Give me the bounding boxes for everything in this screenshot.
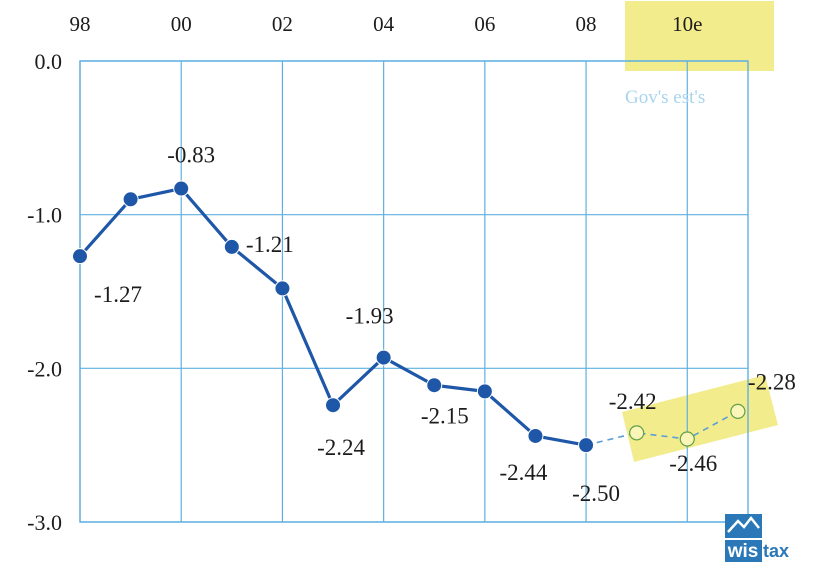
y-tick-label: 0.0	[35, 49, 63, 74]
x-tick-labels: 98 00 02 04 06 08 10e	[70, 12, 703, 36]
y-tick-labels: 0.0 -1.0 -2.0 -3.0	[27, 49, 62, 535]
data-label: -1.21	[246, 232, 294, 257]
logo-wis-text: wis	[727, 541, 759, 562]
wistax-logo: wis tax	[725, 514, 789, 562]
data-point-estimate	[629, 425, 645, 441]
x-tick-label: 98	[70, 12, 91, 36]
data-label: -1.27	[94, 282, 142, 307]
y-tick-label: -1.0	[27, 203, 62, 228]
data-label: -2.24	[317, 435, 365, 460]
x-tick-label: 10e	[672, 12, 702, 36]
data-point-estimate	[679, 431, 695, 447]
data-point	[426, 377, 443, 394]
data-point	[122, 191, 139, 208]
data-point	[527, 427, 544, 444]
data-point	[274, 280, 291, 297]
data-label: -2.42	[609, 389, 657, 414]
data-label: -2.44	[499, 460, 547, 485]
data-labels: -1.27 -0.83 -1.21 -2.24 -1.93 -2.15 -2.44 -2.50…	[94, 143, 796, 507]
data-label: -2.50	[572, 481, 620, 506]
x-tick-label: 00	[171, 12, 192, 36]
data-label: -2.15	[421, 403, 469, 428]
data-label: -2.46	[669, 451, 717, 476]
x-tick-label: 02	[272, 12, 293, 36]
estimate-header-highlight	[625, 1, 774, 71]
data-point	[476, 383, 493, 400]
logo-tax-text: tax	[763, 541, 789, 561]
estimate-annotation: Gov's est's	[625, 87, 705, 108]
data-point	[578, 437, 595, 454]
y-tick-label: -3.0	[27, 510, 62, 535]
data-point	[173, 180, 190, 197]
data-point	[72, 248, 88, 265]
data-point	[325, 397, 342, 414]
logo-peak-icon	[727, 515, 760, 533]
x-tick-label: 08	[576, 12, 597, 36]
x-tick-label: 04	[373, 12, 395, 36]
x-tick-label: 06	[474, 12, 495, 36]
data-points	[72, 180, 746, 454]
estimate-points-highlight	[622, 375, 778, 462]
data-label: -2.28	[748, 369, 796, 394]
plot-frame	[79, 60, 749, 523]
data-point	[375, 349, 392, 366]
series-line-estimate	[585, 410, 739, 446]
data-label: -0.83	[167, 143, 215, 168]
data-point	[223, 238, 240, 255]
y-tick-label: -2.0	[27, 356, 62, 381]
data-label: -1.93	[346, 304, 394, 329]
data-point-estimate	[730, 403, 746, 419]
logo-wis-bg	[725, 540, 762, 562]
